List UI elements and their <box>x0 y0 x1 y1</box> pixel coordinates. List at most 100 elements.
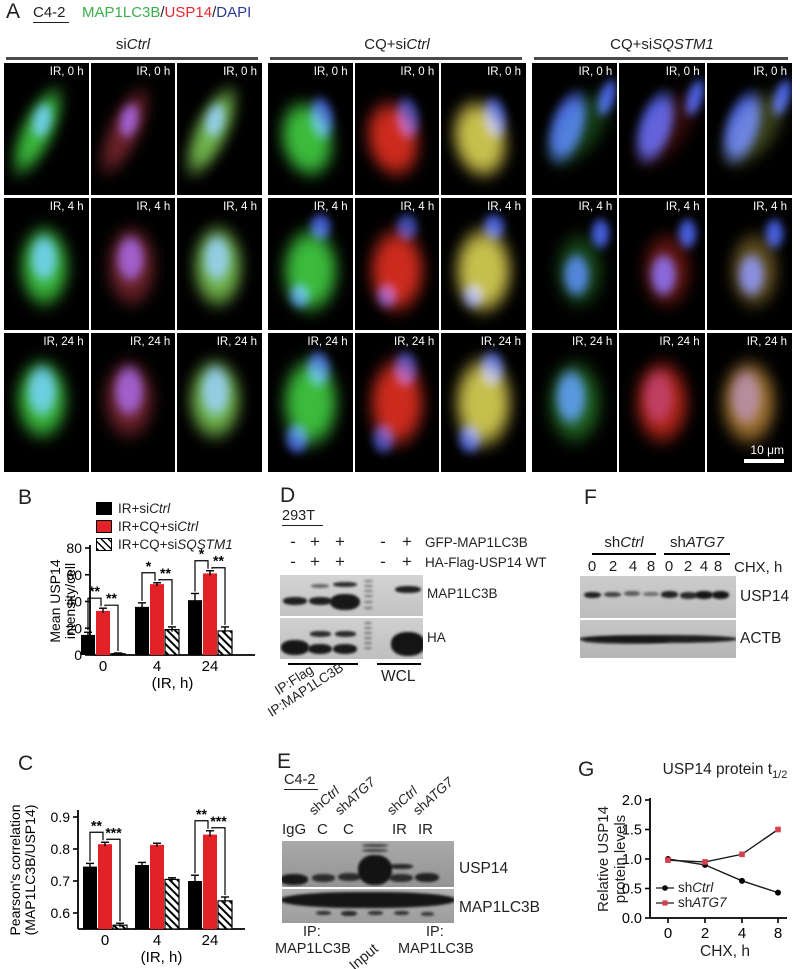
d-marker: - <box>380 532 386 551</box>
micrograph-tile-g1-r1-c1: IR, 4 h <box>354 198 440 330</box>
cell-blob <box>105 352 152 431</box>
blot-band <box>309 631 331 637</box>
bar-IR+CQ+siSQSTM1-4 <box>164 628 180 656</box>
e-bottom-ip-left2: MAP1LC3B <box>275 941 351 957</box>
f-lane-time-0: 0 <box>587 558 597 575</box>
bar-IR+siCtrl-4 <box>135 865 149 929</box>
micrograph-tile-g0-r2-c1: IR, 24 h <box>90 333 176 472</box>
data-point-shCtrl <box>775 889 781 896</box>
y-tick-label: 40 <box>66 594 82 610</box>
g-legend-marker-square <box>656 899 674 906</box>
cell-line-d: 293T <box>282 508 324 526</box>
western-blot-d-map1lc3b <box>280 575 423 616</box>
blot-band <box>337 873 361 881</box>
micrograph-tile-g2-r1-c0: IR, 4 h <box>532 198 618 330</box>
micrograph-tile-g0-r0-c0: IR, 0 h <box>4 63 89 195</box>
e-lane-ir1: IR <box>392 821 407 838</box>
text-segment: si <box>115 36 127 53</box>
micrograph-tile-g2-r0-c1: IR, 0 h <box>619 63 705 195</box>
y-tick-label: 0.7 <box>51 873 71 889</box>
blot-band <box>364 622 372 624</box>
blot-band <box>364 632 372 634</box>
y-axis-label: (MAP1LC3B/USP14) <box>22 805 38 936</box>
micrograph-tile-g1-r0-c2: IR, 0 h <box>441 63 526 195</box>
cell-blob <box>473 341 511 397</box>
text-segment: ATG7 <box>692 895 727 910</box>
blot-band <box>391 632 423 656</box>
panel-g-label: G <box>578 758 595 781</box>
micro-group-underline-1 <box>270 57 522 60</box>
blot-band <box>415 873 439 882</box>
tile-timepoint-label: IR, 0 h <box>136 66 171 78</box>
y-tick-label: 0 <box>74 647 82 663</box>
cell-blob <box>109 223 152 295</box>
micro-group-label-1: CQ+siCtrl <box>268 36 526 53</box>
micrograph-tile-g0-r1-c0: IR, 4 h <box>4 198 89 330</box>
d-marker: - <box>290 532 296 551</box>
micrograph-tile-g0-r0-c1: IR, 0 h <box>90 63 176 195</box>
tile-timepoint-label: IR, 0 h <box>578 66 613 78</box>
tile-timepoint-label: IR, 4 h <box>313 201 348 213</box>
g-title-main: USP14 protein t <box>662 761 773 778</box>
g-xlabel: CHX, h <box>700 943 750 960</box>
e-lane-c2: C <box>343 821 354 838</box>
d-marker: + <box>402 532 412 551</box>
g-legend-item-1: sh ATG7 <box>656 895 727 910</box>
d-blot1-label: MAP1LC3B <box>427 586 498 601</box>
data-point-shATG7 <box>665 857 671 863</box>
cell-blob <box>195 223 239 295</box>
y-tick-label: 2.0 <box>622 793 642 809</box>
tile-timepoint-label: IR, 24 h <box>572 336 613 348</box>
g-legend-item-0: sh Ctrl <box>656 880 727 895</box>
d-wcl-underline <box>377 663 421 665</box>
micrograph-tile-g0-r0-c2: IR, 0 h <box>177 63 262 195</box>
panel-e-label: E <box>277 750 292 773</box>
f-lane-time-7: 8 <box>713 558 723 575</box>
micrograph-tile-g0-r2-c2: IR, 24 h <box>177 333 262 472</box>
micrograph-tile-g2-r2-c1: IR, 24 h <box>619 333 705 472</box>
f-lane-time-5: 2 <box>683 558 693 575</box>
data-point-shATG7 <box>739 851 745 858</box>
y-tick-label: 0.0 <box>622 911 642 927</box>
text-segment: SQSTM1 <box>177 536 233 552</box>
d-marker: + <box>310 532 320 551</box>
text-segment: sh <box>678 895 693 910</box>
cell-blob <box>643 241 685 308</box>
d-marker: + <box>335 552 345 571</box>
panel-f-label: F <box>584 486 597 509</box>
legend-swatch-red <box>96 519 112 533</box>
f-lane-time-2: 4 <box>628 558 638 575</box>
f-lane-time-1: 2 <box>608 558 618 575</box>
data-point-shATG7 <box>775 826 781 833</box>
y-axis-label: Pearson's correlation <box>7 804 23 935</box>
micrograph-tile-g2-r2-c2: IR, 24 h 10 μm <box>706 333 792 472</box>
cell-blob <box>279 415 315 463</box>
text-segment: IR+CQ+si <box>118 536 178 552</box>
stain-part: MAP1LC3B <box>82 4 161 21</box>
tile-timepoint-label: IR, 24 h <box>394 336 435 348</box>
micro-group-underline-0 <box>6 57 258 60</box>
x-tick-label: 4 <box>738 925 746 942</box>
western-blot-e-usp14 <box>282 841 454 887</box>
legend-item-0: IR+si Ctrl <box>96 499 233 517</box>
legend-item-2: IR+CQ+si SQSTM1 <box>96 535 233 553</box>
legend-item-1: IR+CQ+si Ctrl <box>96 517 233 535</box>
blot-band <box>362 849 388 852</box>
text-segment: ATG7 <box>342 774 379 809</box>
x-category-label: 4 <box>153 658 161 675</box>
micrograph-tile-g2-r0-c2: IR, 0 h <box>706 63 792 195</box>
sig-bracket <box>141 572 156 601</box>
blot-band <box>363 580 373 582</box>
y-tick-label: 0.9 <box>51 809 71 825</box>
micro-group-label-2: CQ+siSQSTM1 <box>532 36 792 53</box>
text-segment: Ctrl <box>620 534 644 551</box>
e-blot2-label: MAP1LC3B <box>459 899 540 916</box>
blot-band <box>603 592 621 597</box>
blot-band <box>583 592 601 598</box>
scale-bar <box>743 459 784 463</box>
blot-band <box>695 591 713 599</box>
f-group-underline-0 <box>592 553 656 555</box>
y-tick-label: 1.0 <box>622 852 642 868</box>
stain-part: USP14 <box>164 4 213 21</box>
micrograph-tile-g2-r0-c0: IR, 0 h <box>532 63 618 195</box>
